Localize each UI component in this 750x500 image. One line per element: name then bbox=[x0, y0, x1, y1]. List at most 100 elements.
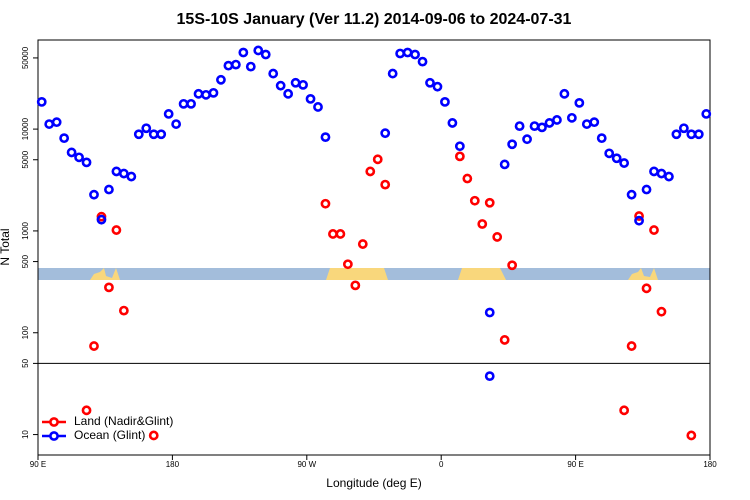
point bbox=[566, 112, 577, 123]
x-tick-label: 90 E bbox=[30, 460, 46, 469]
point bbox=[686, 430, 697, 441]
point bbox=[44, 119, 55, 129]
point bbox=[701, 109, 712, 119]
point bbox=[357, 239, 368, 249]
point bbox=[454, 141, 465, 152]
point bbox=[126, 171, 137, 182]
point bbox=[163, 109, 174, 119]
x-tick-label: 90 E bbox=[567, 460, 583, 469]
y-axis-label: N Total bbox=[0, 228, 12, 265]
x-tick-label: 0 bbox=[439, 460, 444, 469]
point bbox=[484, 197, 495, 208]
legend: Land (Nadir&Glint)Ocean (Glint) bbox=[42, 414, 173, 442]
point bbox=[36, 96, 47, 107]
point bbox=[111, 225, 122, 235]
plot-frame bbox=[37, 39, 711, 456]
point bbox=[350, 280, 361, 291]
point bbox=[477, 219, 488, 229]
point bbox=[507, 139, 518, 150]
point bbox=[89, 189, 99, 200]
point bbox=[313, 102, 323, 112]
point bbox=[410, 49, 420, 60]
point bbox=[111, 166, 122, 177]
point bbox=[387, 68, 398, 79]
point bbox=[178, 98, 189, 109]
x-tick-label: 180 bbox=[166, 460, 180, 469]
point bbox=[171, 119, 182, 129]
x-tick-label: 90 W bbox=[297, 460, 316, 469]
point bbox=[305, 93, 316, 104]
point bbox=[104, 184, 114, 195]
point bbox=[552, 115, 562, 125]
point bbox=[365, 166, 376, 177]
point bbox=[440, 96, 450, 107]
point bbox=[238, 47, 249, 58]
point bbox=[634, 215, 644, 226]
point bbox=[589, 117, 600, 128]
point bbox=[283, 88, 294, 99]
y-tick-label: 50000 bbox=[21, 46, 30, 69]
point bbox=[626, 341, 637, 351]
point bbox=[693, 129, 704, 140]
x-axis-label: Longitude (deg E) bbox=[326, 476, 421, 490]
point bbox=[380, 128, 391, 139]
point bbox=[649, 166, 659, 177]
legend-marker bbox=[49, 417, 59, 427]
point bbox=[335, 229, 346, 239]
point bbox=[619, 405, 630, 416]
surface-band bbox=[38, 268, 710, 280]
point bbox=[611, 153, 622, 164]
legend-label: Ocean (Glint) bbox=[74, 428, 145, 442]
y-tick-label: 50 bbox=[21, 358, 30, 367]
point bbox=[395, 48, 406, 59]
point bbox=[104, 282, 114, 293]
point bbox=[664, 171, 674, 182]
point bbox=[89, 341, 99, 351]
point bbox=[641, 184, 652, 195]
point bbox=[499, 159, 510, 170]
point bbox=[298, 79, 308, 90]
point bbox=[462, 173, 473, 184]
point bbox=[275, 80, 286, 91]
y-tick-label: 5000 bbox=[21, 150, 30, 168]
point bbox=[432, 81, 443, 92]
point bbox=[529, 121, 540, 132]
point bbox=[484, 371, 495, 382]
point bbox=[66, 147, 77, 158]
point bbox=[656, 306, 667, 317]
point bbox=[417, 56, 428, 67]
point bbox=[671, 129, 682, 140]
point bbox=[59, 133, 70, 144]
point bbox=[507, 260, 518, 271]
legend-label: Land (Nadir&Glint) bbox=[74, 414, 173, 428]
x-tick-label: 180 bbox=[703, 460, 717, 469]
point bbox=[74, 152, 84, 163]
point bbox=[223, 60, 234, 71]
point bbox=[201, 89, 211, 100]
point bbox=[260, 49, 271, 60]
point bbox=[581, 119, 592, 129]
point bbox=[492, 232, 503, 242]
point bbox=[499, 335, 510, 345]
point bbox=[678, 123, 689, 134]
point bbox=[51, 117, 62, 128]
chart-title: 15S-10S January (Ver 11.2) 2014-09-06 to… bbox=[177, 11, 572, 28]
point bbox=[245, 61, 256, 72]
point bbox=[641, 283, 652, 294]
point bbox=[290, 77, 301, 88]
point bbox=[320, 132, 331, 143]
point bbox=[81, 157, 92, 168]
point bbox=[96, 214, 107, 225]
point bbox=[656, 168, 667, 179]
point bbox=[186, 98, 196, 109]
point bbox=[626, 189, 637, 200]
point bbox=[574, 97, 585, 108]
point bbox=[156, 129, 167, 140]
point bbox=[649, 225, 659, 235]
point bbox=[148, 430, 159, 441]
point bbox=[596, 133, 607, 144]
point bbox=[118, 168, 129, 179]
point bbox=[328, 229, 338, 239]
point bbox=[81, 405, 92, 416]
